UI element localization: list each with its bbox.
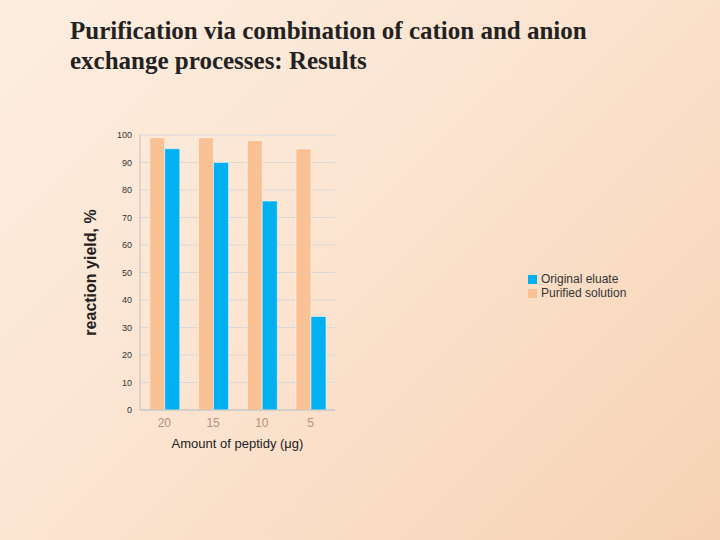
svg-text:20: 20	[158, 416, 172, 430]
svg-text:0: 0	[127, 405, 132, 415]
svg-text:100: 100	[117, 130, 132, 140]
svg-text:5: 5	[307, 416, 314, 430]
svg-text:50: 50	[122, 268, 132, 278]
svg-text:70: 70	[122, 213, 132, 223]
svg-text:Amount of peptidy (μg): Amount of peptidy (μg)	[172, 436, 304, 451]
html-text:Purification via combination o: Purification via combination of cation a…	[70, 17, 587, 74]
svg-text:10: 10	[255, 416, 269, 430]
svg-text:40: 40	[122, 295, 132, 305]
html-text:Purified solution: Purified solution	[541, 286, 627, 300]
svg-text:60: 60	[122, 240, 132, 250]
svg-text:90: 90	[122, 158, 132, 168]
svg-text:30: 30	[122, 323, 132, 333]
html-text:Original eluate: Original eluate	[541, 272, 619, 286]
svg-text:10: 10	[122, 378, 132, 388]
svg-text:15: 15	[206, 416, 220, 430]
svg-text:20: 20	[122, 350, 132, 360]
svg-text:reaction yield, %: reaction yield, %	[82, 209, 99, 335]
svg-text:80: 80	[122, 185, 132, 195]
